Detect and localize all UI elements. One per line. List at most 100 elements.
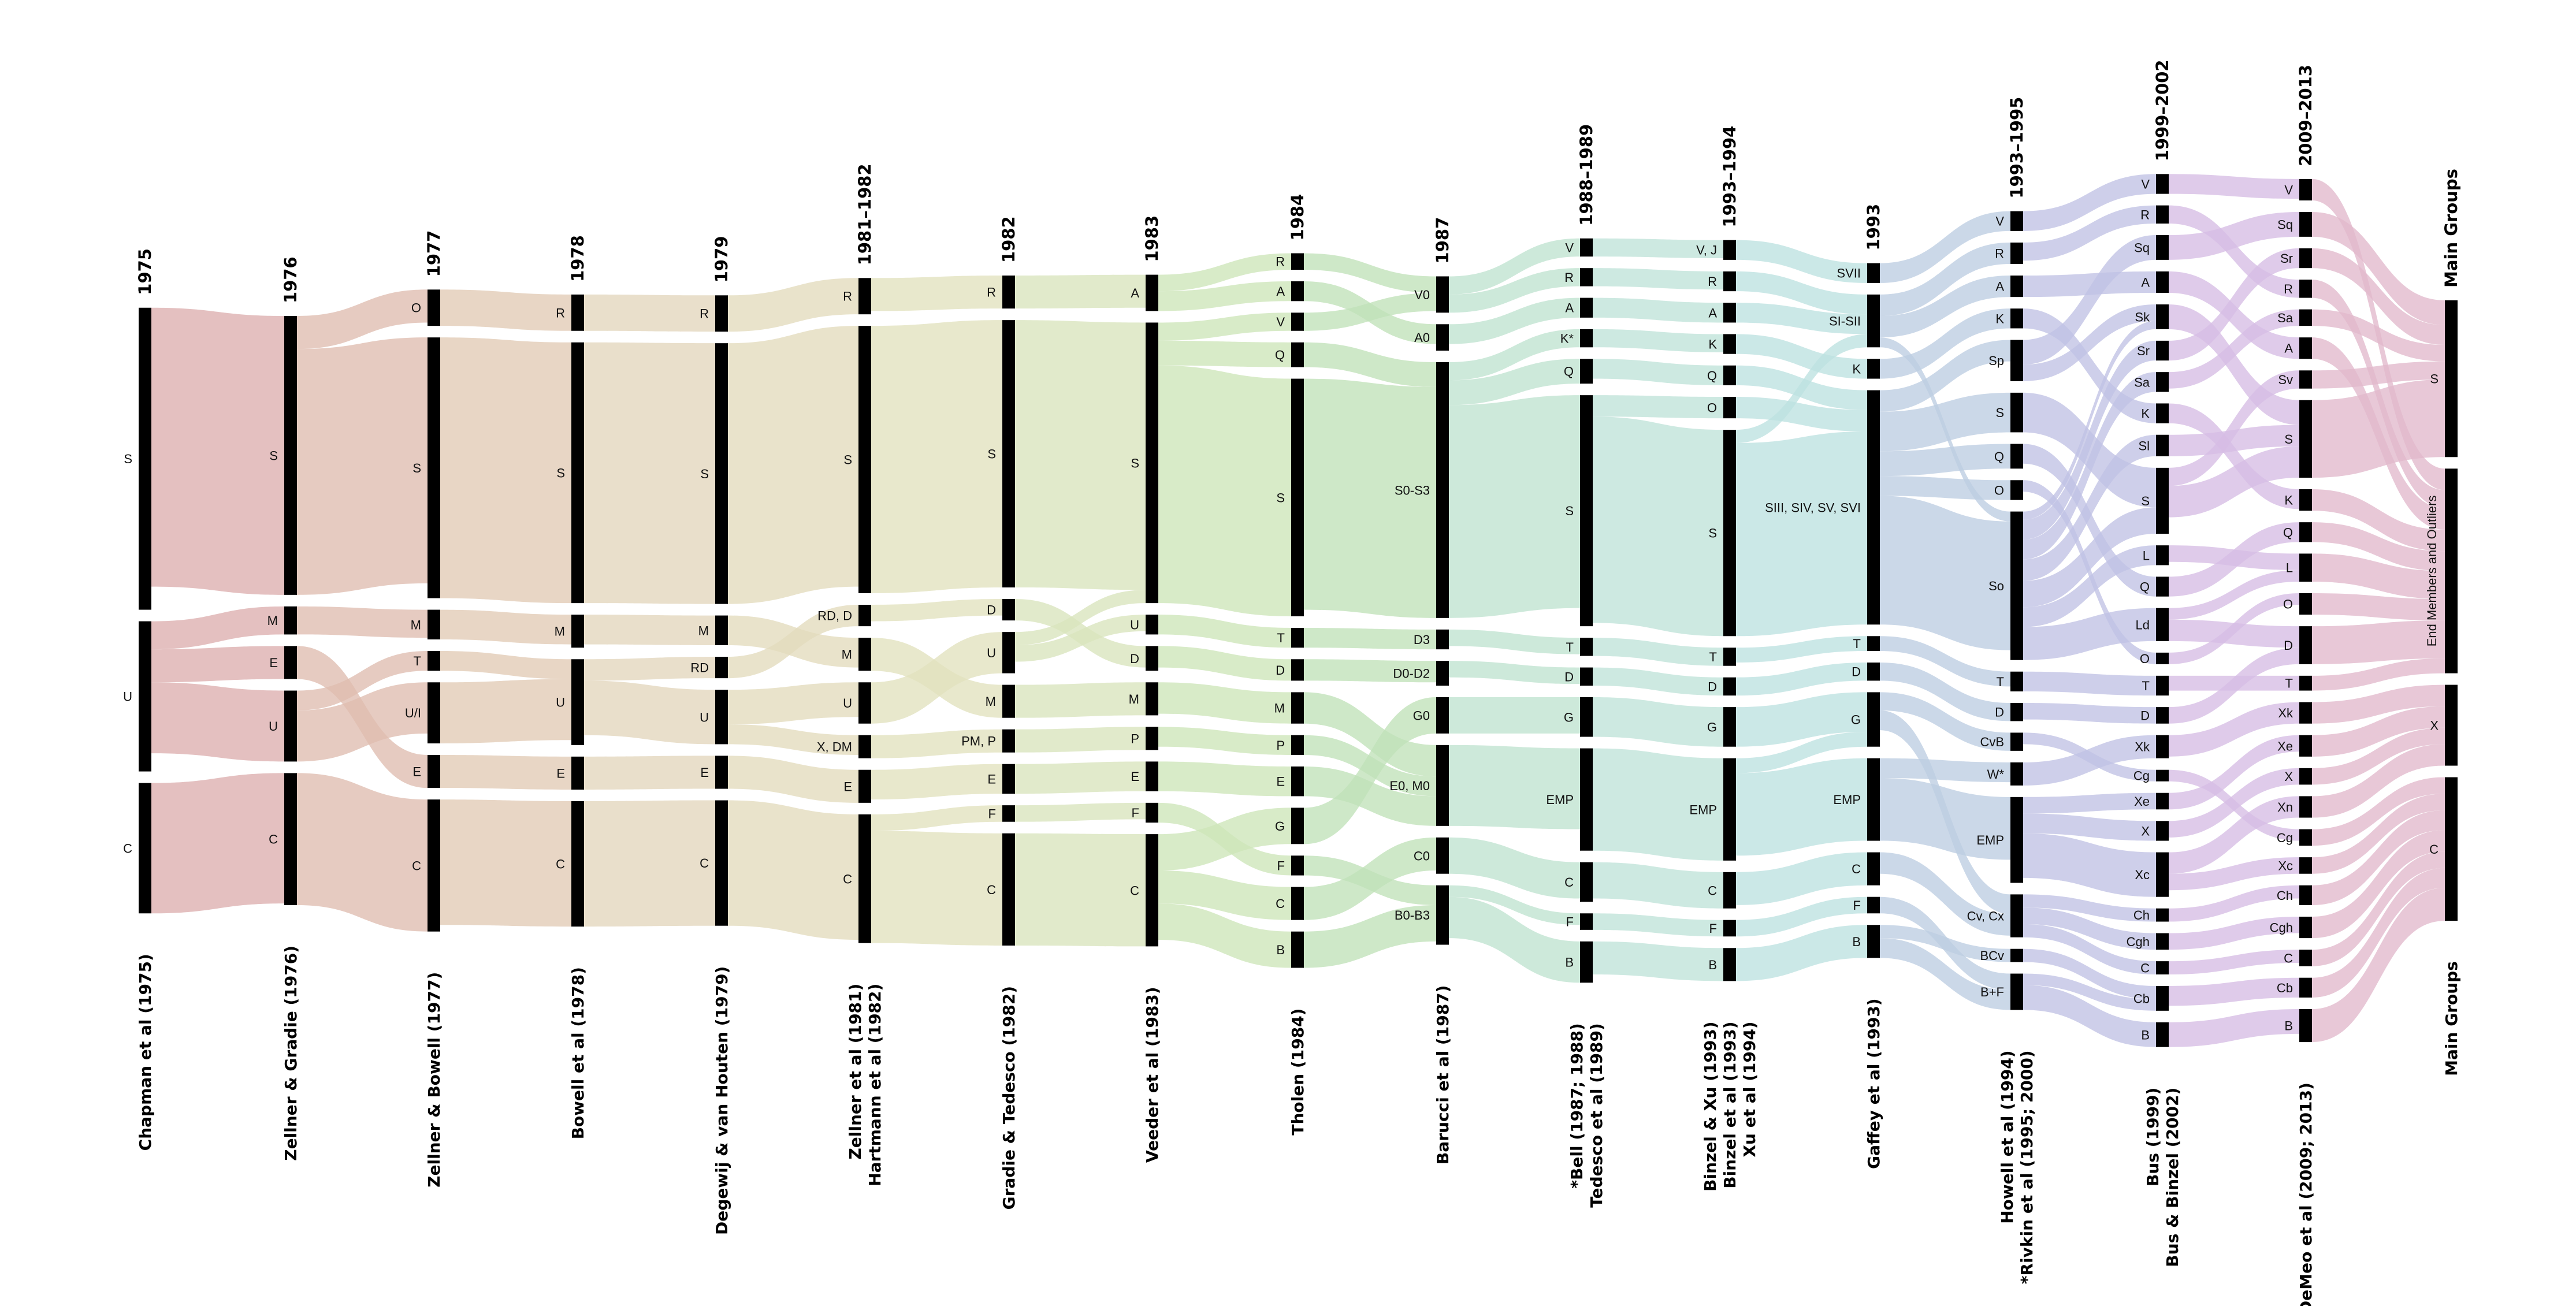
flow-link — [1736, 271, 1867, 315]
flow-link — [297, 606, 428, 638]
node-label: Sl — [2138, 438, 2150, 453]
node-label: R — [843, 289, 852, 304]
node-bar — [2299, 626, 2312, 664]
flow-link — [584, 342, 715, 604]
flow-link — [1593, 268, 1723, 290]
column-reference: Degewij & van Houten (1979) — [712, 966, 731, 1235]
flow-link — [2023, 985, 2156, 1047]
flow-link — [871, 764, 1002, 800]
node-bar — [2299, 735, 2312, 757]
node-label: E — [1131, 769, 1139, 784]
node-bar — [284, 316, 297, 595]
node-label: S — [1565, 504, 1574, 518]
flow-link — [584, 800, 715, 927]
node-bar — [1291, 735, 1304, 755]
node-bar — [858, 735, 871, 758]
node-label: C — [2429, 842, 2439, 857]
flow-link — [2169, 950, 2299, 974]
node-bar — [1291, 808, 1304, 844]
node-label: CvB — [1980, 735, 2004, 749]
node-bar — [428, 289, 440, 326]
flow-link — [1449, 238, 1580, 295]
node-bar — [1723, 303, 1736, 323]
flow-link — [1880, 692, 2010, 751]
node-label: D0-D2 — [1393, 667, 1430, 681]
node-label: S0-S3 — [1395, 483, 1430, 497]
flow-link — [1736, 758, 1867, 856]
flow-link — [2023, 973, 2156, 1011]
node-bar — [1002, 632, 1015, 674]
node-bar — [2156, 707, 2169, 724]
node-bar — [2010, 211, 2023, 231]
flow-link — [1158, 870, 1291, 920]
node-bar — [2445, 777, 2458, 921]
flow-link — [1593, 941, 1723, 981]
flow-link — [1880, 496, 2010, 650]
flow-link — [2169, 796, 2299, 874]
node-bar — [1723, 707, 1736, 747]
flow-link — [1593, 748, 1723, 861]
node-bar — [2299, 400, 2312, 478]
flow-link — [1736, 303, 1867, 334]
flow-link — [2023, 735, 2156, 786]
flow-link — [1304, 293, 1436, 331]
node-bar — [715, 615, 728, 645]
flow-link — [297, 289, 428, 349]
flow-link — [1449, 297, 1580, 344]
flow-link — [440, 337, 571, 604]
node-label: O — [411, 301, 421, 315]
flow-link — [1449, 661, 1580, 684]
flow-link — [1880, 211, 2010, 283]
node-label: S — [124, 452, 132, 466]
node-bar — [858, 682, 871, 724]
node-label: Xc — [2135, 868, 2150, 882]
node-bar — [1002, 320, 1015, 587]
node-bar — [1002, 729, 1015, 753]
flow-link — [2023, 813, 2156, 841]
node-bar — [1146, 761, 1158, 791]
node-bar — [2299, 522, 2312, 542]
node-bar — [715, 690, 728, 745]
node-bar — [2445, 684, 2458, 766]
flow-link — [2312, 744, 2445, 818]
node-label: Xc — [2278, 858, 2293, 873]
column-reference: Main Groups — [2442, 961, 2461, 1076]
flow-link — [2169, 1009, 2299, 1047]
node-bar — [1436, 324, 1449, 351]
node-bar — [1146, 274, 1158, 311]
flow-link — [1158, 312, 1291, 341]
flow-link — [1880, 392, 2010, 452]
flow-link — [1593, 238, 1723, 259]
node-label: F — [1566, 915, 1574, 929]
node-label: U — [123, 690, 132, 704]
flow-link — [1015, 727, 1146, 753]
node-label: C — [987, 883, 996, 897]
flow-link — [2169, 648, 2299, 724]
node-bar — [1146, 727, 1158, 750]
node-bar — [2156, 467, 2169, 534]
flow-link — [1880, 938, 2010, 1010]
column-title: 1979 — [712, 236, 731, 283]
node-bar — [1436, 745, 1449, 826]
flow-link — [1158, 727, 1291, 755]
flow-link — [2312, 727, 2445, 785]
column-title: 1993–1994 — [1720, 126, 1739, 228]
node-label: M — [698, 623, 709, 638]
node-label: X, DM — [817, 740, 852, 754]
node-label: S — [2141, 494, 2150, 508]
node-bar — [858, 814, 871, 943]
node-bar — [1580, 941, 1593, 983]
node-label: A — [1276, 284, 1285, 299]
node-bar — [715, 800, 728, 926]
flow-link — [871, 729, 1002, 758]
node-bar — [2010, 973, 2023, 1010]
flow-link — [1304, 697, 1436, 844]
flow-link — [1015, 802, 1146, 822]
flow-link — [1015, 761, 1146, 794]
node-bar — [1723, 677, 1736, 696]
node-bar — [2156, 608, 2169, 641]
node-bar — [1580, 395, 1593, 627]
node-label: R — [987, 285, 996, 300]
node-bar — [284, 690, 297, 762]
node-label: B — [2141, 1028, 2150, 1042]
